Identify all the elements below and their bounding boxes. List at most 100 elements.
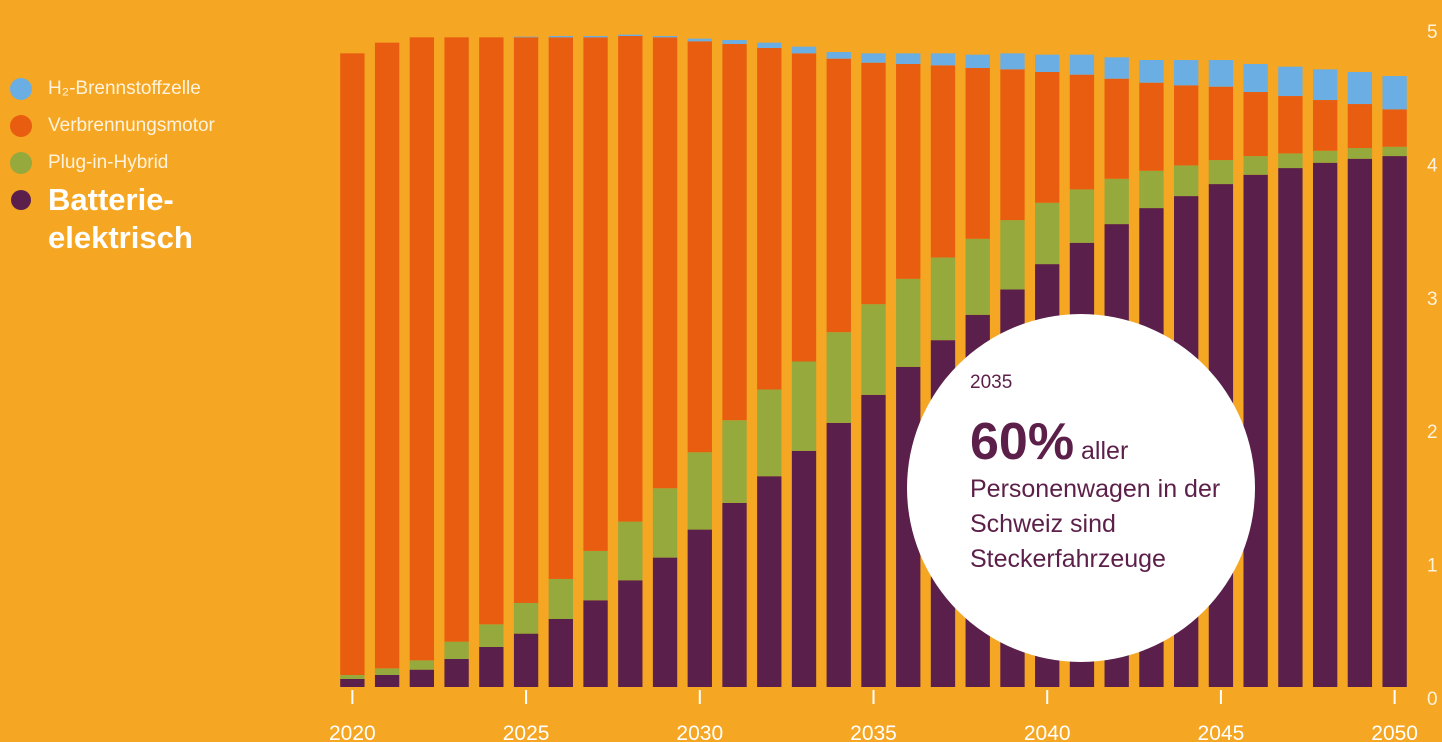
bar-2032-series-3 — [757, 42, 782, 49]
bar-2030-series-2 — [687, 41, 712, 453]
bar-2029-series-2 — [652, 37, 678, 489]
legend-item-bev: Batterie-elektrisch — [10, 181, 310, 257]
bar-2031-series-2 — [722, 44, 747, 421]
bar-2026-series-2 — [548, 37, 573, 579]
callout-text-block: 60% aller Personenwagen in der Schweiz s… — [970, 412, 1240, 577]
legend-label-bev: Batterie-elektrisch — [48, 182, 193, 255]
bar-2038-series-1 — [965, 238, 990, 315]
bar-2032-series-0 — [757, 476, 782, 687]
bar-2022-series-1 — [409, 660, 435, 670]
bar-2034-series-2 — [826, 58, 851, 333]
bar-2045-series-1 — [1208, 160, 1234, 185]
bar-2040-series-3 — [1035, 54, 1060, 73]
bar-2029-series-3 — [652, 36, 678, 38]
legend-dot-bev — [11, 190, 31, 210]
legend-item-h2: H₂-Brennstoffzelle — [10, 70, 310, 107]
bar-2027-series-2 — [583, 37, 608, 551]
bar-2022-series-2 — [409, 37, 435, 661]
y-tick-label-5: 5 — [1427, 22, 1438, 43]
bar-2040-series-1 — [1035, 202, 1060, 265]
bar-2034-series-0 — [826, 422, 851, 687]
bar-2025-series-0 — [513, 633, 539, 687]
bar-2024-series-1 — [479, 624, 504, 647]
bar-2045-series-3 — [1208, 60, 1234, 87]
bar-2021-series-2 — [374, 42, 400, 669]
legend-dot-h2 — [10, 77, 32, 100]
bar-2028-series-3 — [618, 34, 643, 36]
bar-2024-series-0 — [479, 646, 504, 687]
y-tick-label-2: 2 — [1427, 422, 1438, 443]
bar-2035-series-2 — [861, 62, 886, 305]
bar-2046-series-2 — [1243, 92, 1268, 157]
bar-2039-series-2 — [1000, 69, 1025, 221]
bar-2020-series-0 — [340, 679, 365, 687]
bar-2028-series-0 — [618, 580, 643, 687]
bar-2020-series-1 — [340, 674, 365, 679]
callout-text-after-percent: aller — [1081, 437, 1129, 465]
bar-2038-series-3 — [965, 54, 990, 69]
bar-2031-series-0 — [722, 502, 747, 687]
bar-2032-series-2 — [757, 48, 782, 390]
bar-2030-series-1 — [687, 452, 712, 530]
bar-2035-series-3 — [861, 53, 886, 63]
bar-2033-series-1 — [791, 361, 817, 451]
bar-2047-series-2 — [1278, 96, 1303, 154]
bar-2039-series-3 — [1000, 53, 1025, 70]
bar-2041-series-2 — [1069, 74, 1095, 190]
bar-2036-series-2 — [896, 64, 921, 279]
bar-2023-series-0 — [444, 658, 469, 687]
bar-2047-series-1 — [1278, 153, 1303, 169]
bar-2036-series-1 — [896, 278, 921, 367]
bar-2046-series-3 — [1243, 64, 1268, 93]
bar-2042-series-1 — [1104, 178, 1129, 225]
bar-2033-series-2 — [791, 53, 817, 362]
legend-item-phev: Plug-in-Hybrid — [10, 144, 310, 181]
bar-2024-series-2 — [479, 37, 504, 625]
bar-2031-series-3 — [722, 40, 747, 45]
bar-2021-series-0 — [374, 674, 400, 687]
bar-2026-series-1 — [548, 578, 573, 619]
bar-2050-series-3 — [1382, 76, 1407, 110]
y-tick-label-4: 4 — [1427, 155, 1438, 176]
bar-2033-series-3 — [791, 46, 817, 54]
bar-2049-series-3 — [1347, 72, 1373, 105]
bar-2020-series-2 — [340, 53, 365, 675]
legend-label-phev: Plug-in-Hybrid — [48, 151, 169, 173]
bar-2043-series-3 — [1139, 60, 1164, 83]
bar-2049-series-1 — [1347, 148, 1373, 159]
bar-2025-series-2 — [513, 37, 539, 603]
bar-2039-series-1 — [1000, 220, 1025, 290]
x-tick-label-2050: 2050 — [1371, 722, 1418, 742]
x-tick-label-2045: 2045 — [1198, 722, 1245, 742]
bar-2048-series-1 — [1312, 150, 1338, 163]
bar-2042-series-2 — [1104, 78, 1129, 179]
bar-2043-series-2 — [1139, 82, 1164, 171]
bar-2045-series-2 — [1208, 86, 1234, 161]
bar-2026-series-3 — [548, 36, 573, 38]
x-tick-label-2035: 2035 — [850, 722, 897, 742]
x-axis: 2020 2025 2030 2035 2040 2045 2050 — [329, 690, 1418, 742]
bar-2032-series-1 — [757, 389, 782, 477]
y-tick-label-1: 1 — [1427, 556, 1438, 577]
bar-2023-series-2 — [444, 37, 469, 642]
bar-2044-series-1 — [1174, 165, 1199, 197]
bar-2030-series-0 — [687, 529, 712, 687]
bar-2049-series-0 — [1347, 158, 1373, 688]
bar-2037-series-1 — [930, 257, 956, 341]
bar-2035-series-0 — [861, 394, 886, 687]
legend-label-h2: H₂-Brennstoffzelle — [48, 77, 201, 99]
x-tick-label-2030: 2030 — [676, 722, 723, 742]
bar-2048-series-2 — [1312, 100, 1338, 151]
bar-2034-series-1 — [826, 332, 851, 423]
bar-2041-series-3 — [1069, 54, 1095, 75]
x-tick-label-2020: 2020 — [329, 722, 376, 742]
bar-2022-series-0 — [409, 669, 435, 687]
x-tick-label-2040: 2040 — [1024, 722, 1071, 742]
y-tick-label-3: 3 — [1427, 289, 1438, 310]
bar-2028-series-2 — [618, 36, 643, 522]
bar-2042-series-3 — [1104, 57, 1129, 79]
legend-dot-phev — [10, 151, 32, 174]
legend: H₂-Brennstoffzelle Verbrennungsmotor Plu… — [10, 70, 310, 257]
bars-layer — [340, 34, 1407, 688]
bar-2046-series-1 — [1243, 156, 1268, 175]
